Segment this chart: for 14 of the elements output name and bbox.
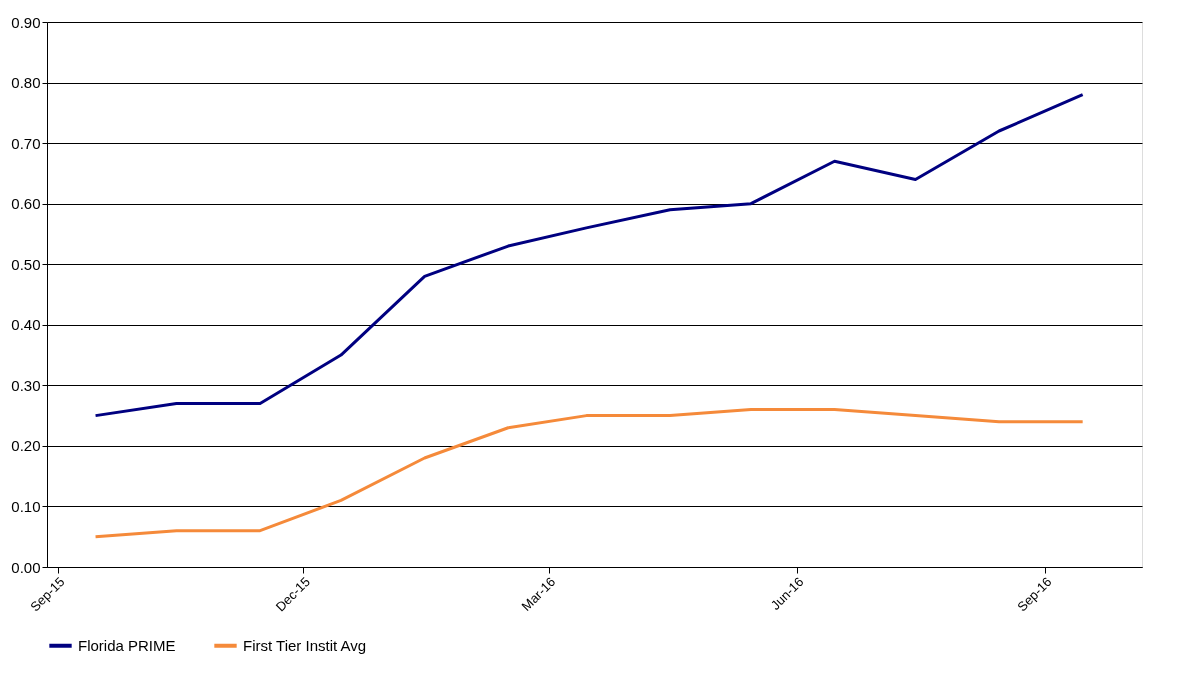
y-tick-label: 0.90 (11, 13, 41, 31)
y-tick-label: 0.70 (11, 134, 41, 152)
line-series (94, 93, 1085, 418)
y-tick-label: 0.00 (11, 558, 41, 576)
line-series (94, 408, 1085, 539)
y-tick-label: 0.40 (11, 316, 41, 334)
legend-label: First Tier Instit Avg (243, 636, 367, 654)
y-tick-label: 0.60 (11, 195, 41, 213)
y-tick-label: 0.10 (11, 497, 41, 515)
y-tick-label: 0.80 (11, 74, 41, 92)
y-tick-label: 0.50 (11, 255, 41, 273)
y-tick-label: 0.20 (11, 437, 41, 455)
legend-label: Florida PRIME (78, 636, 176, 654)
y-tick-label: 0.30 (11, 376, 41, 394)
